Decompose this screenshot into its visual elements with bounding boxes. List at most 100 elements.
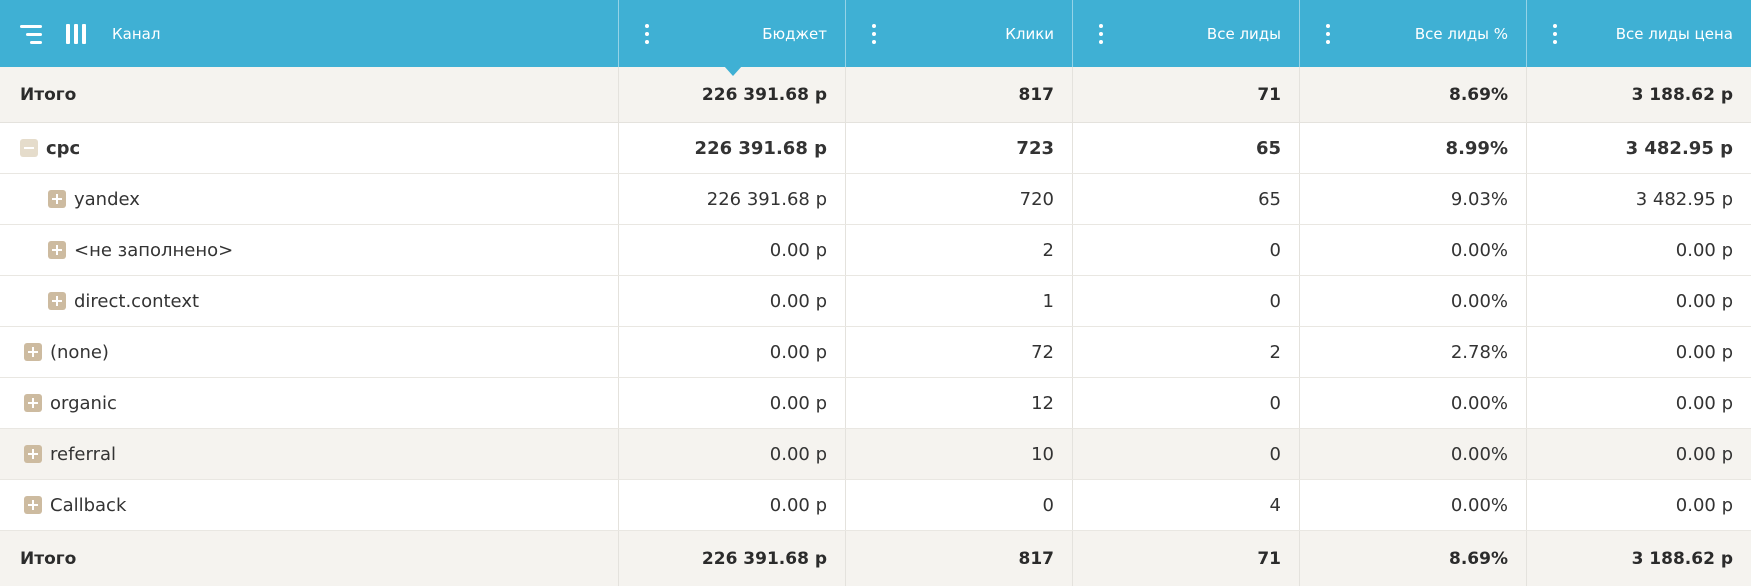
row-channel-name: yandex (74, 188, 140, 210)
total-budget: 226 391.68 р (619, 531, 846, 586)
table-row[interactable]: cpc 226 391.68 р 723 65 8.99% 3 482.95 р (0, 123, 1751, 174)
table-row[interactable]: organic 0.00 р 12 0 0.00% 0.00 р (0, 378, 1751, 429)
columns-icon[interactable] (66, 23, 86, 44)
header-clicks[interactable]: Клики (846, 0, 1073, 67)
row-lead-price: 0.00 р (1675, 392, 1733, 414)
vertical-dots-icon[interactable] (1326, 23, 1330, 44)
row-leads-pct: 2.78% (1300, 327, 1527, 377)
header-lead-price[interactable]: Все лиды цена (1527, 0, 1751, 67)
row-budget: 0.00 р (619, 378, 846, 428)
row-leads-pct: 0.00% (1300, 429, 1527, 479)
row-lead-price: 0.00 р (1675, 290, 1733, 312)
row-leads-pct: 0.00% (1300, 378, 1527, 428)
row-leads-pct: 0.00% (1300, 480, 1527, 530)
row-channel-name: direct.context (74, 290, 200, 312)
row-channel: organic (0, 378, 619, 428)
row-clicks: 0 (846, 480, 1073, 530)
vertical-dots-icon[interactable] (1553, 23, 1557, 44)
vertical-dots-icon[interactable] (1099, 23, 1103, 44)
table-row[interactable]: referral 0.00 р 10 0 0.00% 0.00 р (0, 429, 1751, 480)
minus-box-icon[interactable] (20, 139, 38, 157)
vertical-dots-icon[interactable] (645, 23, 649, 44)
row-leads-pct: 8.99% (1300, 123, 1527, 173)
row-leads: 2 (1073, 327, 1300, 377)
header-leads-label[interactable]: Все лиды (1206, 24, 1281, 43)
row-clicks: 2 (846, 225, 1073, 275)
row-leads: 65 (1073, 174, 1300, 224)
vertical-dots-icon[interactable] (872, 23, 876, 44)
row-clicks: 12 (846, 378, 1073, 428)
row-channel: Callback (0, 480, 619, 530)
table-row[interactable]: <не заполнено> 0.00 р 2 0 0.00% 0.00 р (0, 225, 1751, 276)
row-budget: 226 391.68 р (619, 123, 846, 173)
header-budget[interactable]: Бюджет (619, 0, 846, 76)
row-channel: (none) (0, 327, 619, 377)
sort-caret-icon (724, 66, 742, 76)
row-channel-name: <не заполнено> (74, 239, 234, 261)
row-clicks: 1 (846, 276, 1073, 326)
row-channel-name: Callback (50, 494, 127, 516)
plus-box-icon[interactable] (24, 343, 42, 361)
row-leads: 0 (1073, 378, 1300, 428)
row-leads-pct: 9.03% (1300, 174, 1527, 224)
total-row-bottom: Итого 226 391.68 р 817 71 8.69% 3 188.62… (0, 531, 1751, 586)
total-row-top: Итого 226 391.68 р 817 71 8.69% 3 188.62… (0, 67, 1751, 123)
plus-box-icon[interactable] (24, 394, 42, 412)
row-channel-name: referral (50, 443, 117, 465)
total-budget: 226 391.68 р (619, 67, 846, 122)
row-channel: cpc (0, 123, 619, 173)
row-budget: 226 391.68 р (619, 174, 846, 224)
header-lead-price-label[interactable]: Все лиды цена (1615, 24, 1733, 43)
total-label: Итого (0, 531, 619, 586)
row-leads-pct: 0.00% (1300, 276, 1527, 326)
total-leads: 71 (1073, 531, 1300, 586)
header-budget-label[interactable]: Бюджет (762, 24, 827, 43)
row-lead-price: 0.00 р (1675, 494, 1733, 516)
hamburger-icon[interactable] (20, 24, 42, 44)
row-channel-name: organic (50, 392, 117, 414)
total-leads-pct: 8.69% (1300, 531, 1527, 586)
total-leads: 71 (1073, 67, 1300, 122)
row-budget: 0.00 р (619, 327, 846, 377)
row-lead-price: 0.00 р (1675, 443, 1733, 465)
total-clicks: 817 (846, 67, 1073, 122)
row-leads: 4 (1073, 480, 1300, 530)
table-row[interactable]: (none) 0.00 р 72 2 2.78% 0.00 р (0, 327, 1751, 378)
row-lead-price: 3 482.95 р (1635, 188, 1733, 210)
row-clicks: 10 (846, 429, 1073, 479)
row-budget: 0.00 р (619, 480, 846, 530)
row-leads: 65 (1073, 123, 1300, 173)
plus-box-icon[interactable] (48, 292, 66, 310)
header-leads-pct-label[interactable]: Все лиды % (1414, 24, 1508, 43)
plus-box-icon[interactable] (24, 496, 42, 514)
plus-box-icon[interactable] (48, 190, 66, 208)
row-channel: yandex (0, 174, 619, 224)
header-leads-pct[interactable]: Все лиды % (1300, 0, 1527, 67)
header-channel-label[interactable]: Канал (112, 24, 161, 43)
total-leads-pct: 8.69% (1300, 67, 1527, 122)
row-leads: 0 (1073, 225, 1300, 275)
total-lead-price: 3 188.62 р (1631, 84, 1733, 105)
header-leads[interactable]: Все лиды (1073, 0, 1300, 67)
row-lead-price: 0.00 р (1675, 239, 1733, 261)
row-clicks: 72 (846, 327, 1073, 377)
row-lead-price: 3 482.95 р (1625, 137, 1733, 159)
table-row[interactable]: yandex 226 391.68 р 720 65 9.03% 3 482.9… (0, 174, 1751, 225)
table-row[interactable]: direct.context 0.00 р 1 0 0.00% 0.00 р (0, 276, 1751, 327)
row-leads-pct: 0.00% (1300, 225, 1527, 275)
table-header: Канал Бюджет Клики Все лиды Все лиды % В… (0, 0, 1751, 76)
total-lead-price: 3 188.62 р (1631, 548, 1733, 569)
row-channel: <не заполнено> (0, 225, 619, 275)
row-clicks: 720 (846, 174, 1073, 224)
row-budget: 0.00 р (619, 276, 846, 326)
row-channel-name: cpc (46, 137, 81, 159)
row-channel: referral (0, 429, 619, 479)
plus-box-icon[interactable] (48, 241, 66, 259)
row-leads: 0 (1073, 429, 1300, 479)
table-row[interactable]: Callback 0.00 р 0 4 0.00% 0.00 р (0, 480, 1751, 531)
header-channel: Канал (0, 0, 619, 67)
row-leads: 0 (1073, 276, 1300, 326)
plus-box-icon[interactable] (24, 445, 42, 463)
header-clicks-label[interactable]: Клики (1005, 24, 1054, 43)
